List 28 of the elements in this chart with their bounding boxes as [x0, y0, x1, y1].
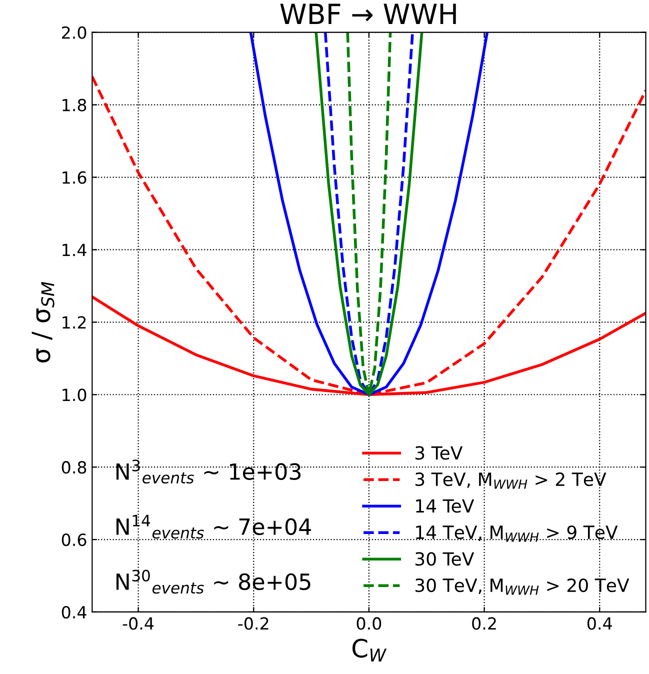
y-tick-label: 1.0	[62, 388, 86, 402]
y-tick-label: 0.8	[62, 461, 86, 474]
line-series	[249, 32, 489, 396]
x-tick-label: -0.4	[122, 617, 154, 630]
x-tick-label: 0.0	[356, 617, 382, 630]
legend-label: 30 TeV, M$_{WWH}$ > 20 TeV	[415, 578, 630, 595]
legend-label: 14 TeV	[416, 499, 474, 513]
y-tick-label: 1.8	[62, 98, 86, 112]
y-axis-title: σ / σ$_{SM}$	[32, 282, 54, 362]
x-tick-label: 0.2	[472, 617, 496, 630]
legend-label: 3 TeV	[415, 446, 463, 460]
annotation: N$^{14}$$_{events}$ ∼ 7e+04	[116, 514, 311, 539]
y-tick-label: 0.6	[62, 534, 86, 546]
y-tick-label: 1.2	[62, 316, 86, 329]
annotation: N$^{3}$$_{events}$ ∼ 1e+03	[116, 460, 301, 484]
annotation: N$^{30}$$_{events}$ ∼ 8e+05	[116, 570, 310, 594]
y-tick-label: 0.4	[62, 606, 86, 619]
y-tick-label: 2.0	[62, 26, 86, 39]
line-series	[314, 32, 424, 396]
x-tick-label: -0.2	[238, 617, 268, 630]
y-tick-label: 1.6	[62, 171, 86, 184]
legend-label: 3 TeV, M$_{WWH}$ > 2 TeV	[415, 472, 606, 489]
x-axis-title: C$_{W}$	[352, 638, 387, 662]
legend-label: 30 TeV	[415, 552, 474, 566]
chart-title: WBF → WWH	[280, 4, 456, 24]
y-tick-label: 1.4	[62, 244, 86, 256]
x-tick-label: 0.4	[587, 617, 612, 630]
legend-label: 14 TeV, M$_{WWH}$ > 9 TeV	[416, 525, 618, 542]
